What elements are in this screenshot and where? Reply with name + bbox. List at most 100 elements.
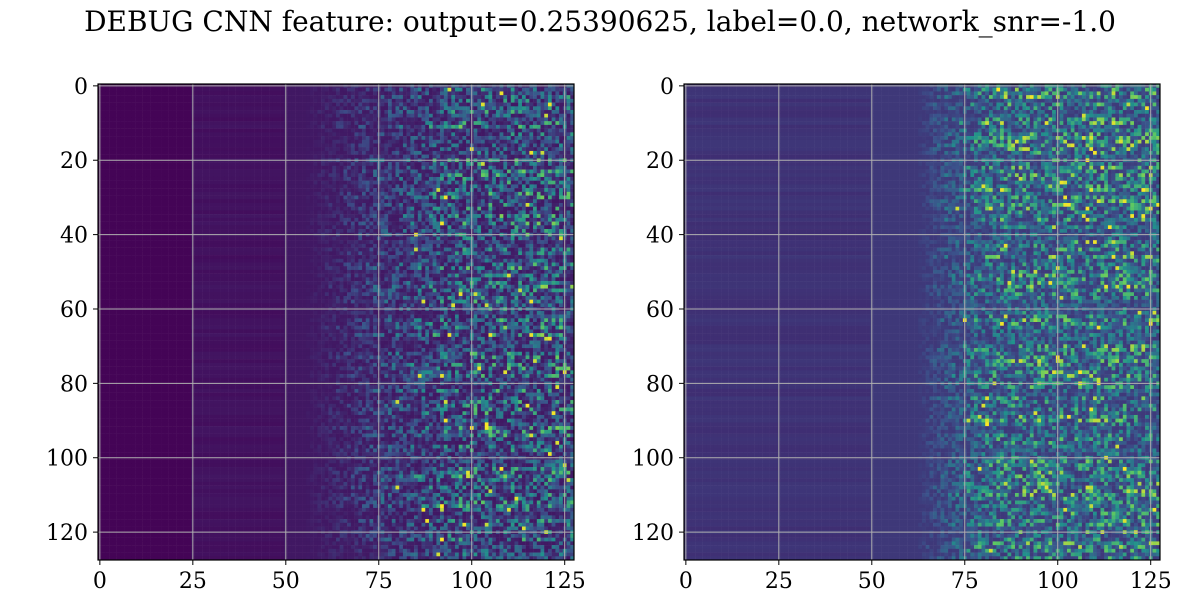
heatmap-cell — [328, 87, 333, 92]
heatmap-cell — [477, 102, 482, 107]
heatmap-cell — [124, 98, 128, 103]
heatmap-cell — [164, 98, 169, 103]
heatmap-cell — [116, 110, 121, 114]
heatmap-cell — [309, 98, 314, 103]
heatmap-cell — [272, 98, 277, 103]
heatmap-cell — [112, 110, 117, 114]
heatmap-cell — [518, 87, 523, 92]
heatmap-cell — [243, 98, 247, 103]
heatmap-cell — [507, 87, 512, 92]
heatmap-cell — [414, 106, 419, 111]
heatmap-cell — [135, 110, 140, 114]
heatmap-cell — [347, 106, 352, 111]
heatmap-cell — [347, 87, 352, 92]
heatmap-cell — [194, 106, 199, 111]
heatmap-cell — [142, 87, 147, 92]
heatmap-cell — [362, 95, 366, 100]
heatmap-cell — [309, 91, 314, 96]
heatmap-cell — [194, 87, 199, 92]
heatmap-cell — [142, 106, 147, 111]
heatmap-cell — [235, 98, 240, 103]
heatmap-cell — [202, 102, 207, 107]
heatmap-cell — [421, 102, 426, 107]
heatmap-cell — [466, 87, 471, 92]
heatmap-cell — [499, 91, 504, 96]
heatmap-cell — [112, 95, 117, 100]
heatmap-cell — [488, 102, 493, 107]
heatmap-cell — [510, 106, 515, 111]
heatmap-cell — [369, 102, 374, 107]
heatmap-cell — [124, 87, 128, 92]
heatmap-cell — [551, 106, 556, 111]
heatmap-cell — [436, 87, 441, 92]
heatmap-cell — [228, 110, 233, 114]
heatmap-cell — [466, 102, 471, 107]
heatmap-cell — [358, 95, 363, 100]
heatmap-cell — [529, 106, 534, 111]
heatmap-cell — [276, 91, 281, 96]
heatmap-cell — [269, 91, 274, 96]
heatmap-cell — [324, 110, 329, 114]
heatmap-cell — [131, 87, 136, 92]
heatmap-cell — [124, 106, 128, 111]
heatmap-cell — [384, 98, 389, 103]
heatmap-cell — [440, 106, 445, 111]
heatmap-cell — [547, 102, 552, 107]
heatmap-cell — [369, 106, 374, 111]
heatmap-cell — [395, 87, 400, 92]
heatmap-cell — [503, 91, 508, 96]
heatmap-cell — [525, 87, 530, 92]
heatmap-cell — [425, 98, 430, 103]
heatmap-cell — [112, 106, 117, 111]
heatmap-cell — [462, 95, 467, 100]
heatmap-cell — [328, 102, 333, 107]
heatmap-cell — [224, 110, 229, 114]
heatmap-cell — [443, 95, 448, 100]
heatmap-cell — [187, 106, 192, 111]
heatmap-cell — [183, 102, 188, 107]
heatmap-cell — [373, 98, 378, 103]
heatmap-cell — [547, 87, 552, 92]
heatmap-cell — [362, 91, 366, 96]
heatmap-cell — [272, 95, 277, 100]
heatmap-cell — [220, 106, 225, 111]
heatmap-cell — [339, 102, 344, 107]
heatmap-cell — [291, 102, 296, 107]
heatmap-cell — [306, 91, 311, 96]
heatmap-cell — [228, 87, 233, 92]
heatmap-cell — [421, 98, 426, 103]
heatmap-cell — [484, 87, 489, 92]
heatmap-cell — [369, 87, 374, 92]
heatmap-cell — [168, 87, 173, 92]
heatmap-cell — [205, 91, 210, 96]
heatmap-cell — [172, 98, 177, 103]
heatmap-cell — [395, 91, 400, 96]
heatmap-cell — [246, 110, 251, 114]
heatmap-cell — [440, 98, 445, 103]
heatmap-cell — [447, 91, 452, 96]
heatmap-cell — [246, 87, 251, 92]
heatmap-cell — [254, 106, 259, 111]
heatmap-cell — [414, 102, 419, 107]
heatmap-cell — [321, 110, 326, 114]
heatmap-cell — [462, 106, 467, 111]
heatmap-cell — [298, 98, 303, 103]
heatmap-cell — [324, 106, 329, 111]
heatmap-cell — [547, 106, 552, 111]
heatmap-cell — [179, 98, 184, 103]
heatmap-cell — [477, 87, 482, 92]
heatmap-cell — [164, 102, 169, 107]
heatmap-cell — [332, 106, 337, 111]
heatmap-cell — [484, 95, 489, 100]
heatmap-cell — [332, 98, 337, 103]
heatmap-cell — [473, 87, 478, 92]
heatmap-cell — [257, 87, 262, 92]
heatmap-cell — [306, 102, 311, 107]
heatmap-cell — [298, 95, 303, 100]
heatmap-cell — [250, 106, 255, 111]
heatmap-cell — [328, 95, 333, 100]
heatmap-cell — [209, 95, 214, 100]
heatmap-cell — [406, 87, 411, 92]
heatmap-cell — [205, 110, 210, 114]
heatmap-cell — [443, 91, 448, 96]
